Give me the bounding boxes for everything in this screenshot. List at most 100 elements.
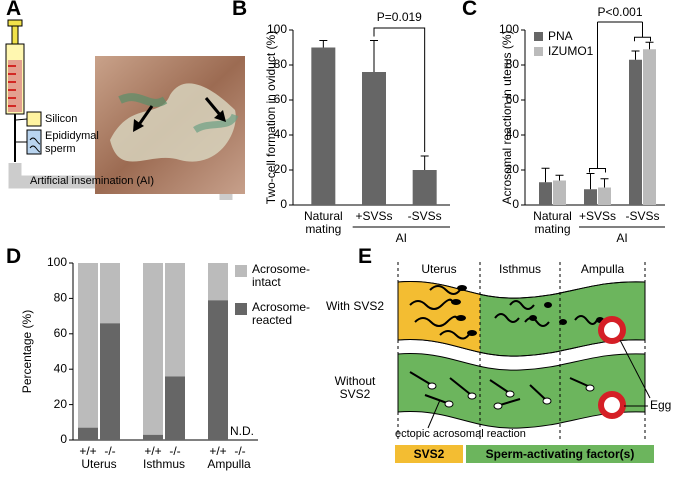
error-bar [555,174,564,181]
significance-bracket [589,22,606,173]
x-tick-label: +/+ [79,444,96,458]
error-bar [631,50,640,60]
legend-swatch [235,303,247,315]
bar-segment [100,263,120,324]
y-tick-label: 80 [506,57,520,71]
group-label: Isthmus [143,457,185,471]
y-tick-label: 100 [499,22,519,36]
x-tick-label: -/- [234,444,245,458]
panel-letter: A [6,0,22,20]
y-tick-label: 40 [506,127,520,141]
y-tick-label: 40 [274,127,288,141]
y-axis-label: Percentage (%) [20,310,34,393]
y-tick-label: 0 [512,197,519,211]
bar [584,189,597,205]
bar-segment [100,323,120,440]
bar-segment [208,263,228,301]
x-tick-label: +/+ [209,444,226,458]
bar-segment [208,300,228,440]
label: Epididymal sperm [45,130,99,155]
error-bar [420,155,429,170]
y-tick-label: 60 [54,326,68,340]
y-tick-label: 0 [60,432,67,446]
group-label: Ampulla [207,457,251,471]
error-bar [541,167,550,183]
annotation: P=0.019 [377,10,422,24]
row-label: With SVS2 [325,299,385,313]
legend-label: Sperm-activating factor(s) [485,447,635,461]
significance-bracket [373,27,426,152]
group-label: AI [616,231,627,245]
error-bar [586,173,595,190]
x-tick-label: -SVSs [407,209,442,223]
syringe [5,19,42,162]
bar [598,187,611,205]
egg-label: Egg [650,398,672,412]
y-tick-label: 20 [54,397,68,411]
panel-letter: B [232,0,248,20]
bar-segment [143,263,163,435]
annotation: N.D. [230,424,254,438]
y-tick-label: 60 [506,92,520,106]
y-tick-label: 80 [54,291,68,305]
panel-letter: C [462,0,478,20]
y-tick-label: 0 [280,197,287,211]
x-tick-label: +SVSs [578,209,617,223]
annotation: P<0.001 [597,5,642,19]
panel-letter: D [6,245,22,268]
group-label: AI [396,231,407,245]
bar-segment [78,263,98,428]
y-tick-label: 20 [274,162,288,176]
legend-label: SVS2 [413,447,445,461]
region-label: Isthmus [498,262,541,276]
bar-segment [143,434,163,440]
error-bar [645,41,654,50]
y-tick-label: 60 [274,92,288,106]
bar [311,47,336,205]
y-tick-label: 40 [54,361,68,375]
error-bar [600,178,609,188]
bar-segment [165,263,185,377]
x-tick-label: +/+ [144,444,161,458]
group-label: Uterus [81,457,116,471]
significance-bracket [634,22,651,42]
annotation: ectopic acrosomal reaction [395,428,526,440]
x-tick-label: Natural mating [533,209,572,236]
y-tick-label: 100 [47,255,67,269]
y-axis-label: Two-cell formation in oviduct (%) [264,31,278,204]
bar [539,182,552,205]
bar [362,72,386,205]
tube-diagram [395,262,654,463]
x-tick-label: -SVSs [625,209,660,223]
bar-segment [78,427,98,440]
region-label: Uterus [421,262,457,276]
legend-label: Acrosome-intact [252,262,311,289]
bar-segment [165,376,185,440]
legend-label: Acrosome-reacted [252,300,311,327]
legend-swatch [534,32,543,41]
panel-letter: E [358,245,373,268]
x-tick-label: -/- [104,444,115,458]
region-label: Ampulla [580,262,625,276]
y-axis-label: Acrosomal reaction in uterus (%) [500,30,514,204]
legend-swatch [534,47,543,56]
label: Artificial insemination (AI) [30,175,155,187]
error-bar [319,40,328,48]
y-tick-label: 80 [274,57,288,71]
bar [629,59,642,205]
legend-label: PNA [548,29,573,43]
bar [553,180,566,205]
legend-swatch [235,265,247,277]
row-label: Without SVS2 [334,374,376,401]
y-tick-label: 20 [506,162,520,176]
y-tick-label: 100 [267,22,287,36]
x-tick-label: Natural mating [303,209,343,236]
bar [643,49,656,205]
photo [95,56,245,194]
error-bar [370,40,378,72]
label: Silicon [45,113,78,125]
x-tick-label: -/- [169,444,180,458]
bar [412,170,437,205]
